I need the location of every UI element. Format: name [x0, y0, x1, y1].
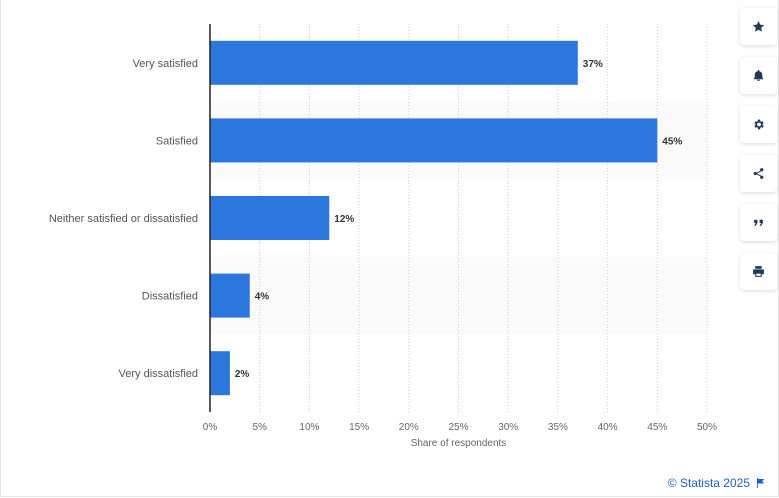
share-button[interactable]	[740, 155, 777, 192]
x-axis-title: Share of respondents	[411, 438, 507, 449]
value-label: 12%	[334, 214, 354, 225]
category-label: Very dissatisfied	[119, 368, 198, 380]
tick-label: 20%	[399, 422, 419, 433]
tick-label: 5%	[252, 422, 267, 433]
category-label: Satisfied	[156, 135, 198, 147]
value-label: 37%	[583, 59, 603, 70]
category-label: Dissatisfied	[142, 291, 198, 303]
bar[interactable]	[210, 273, 250, 318]
cite-button[interactable]	[740, 204, 777, 241]
bar[interactable]	[210, 118, 658, 163]
flag-icon	[756, 478, 765, 488]
tick-label: 0%	[203, 422, 218, 433]
chart-toolbar	[740, 8, 777, 290]
category-label: Very satisfied	[133, 58, 198, 70]
print-button[interactable]	[740, 253, 777, 290]
value-label: 4%	[255, 292, 270, 303]
tick-label: 25%	[448, 422, 468, 433]
printer-icon	[753, 266, 764, 277]
credit-text: © Statista 2025	[667, 476, 750, 490]
bar-chart: 37% Very satisfied 45% Satisfied 12% Neither …	[49, 24, 717, 449]
bookmark-button[interactable]	[740, 8, 777, 45]
star-icon	[752, 21, 765, 32]
bar[interactable]	[210, 40, 578, 85]
share-icon	[753, 168, 764, 179]
tick-label: 35%	[548, 422, 568, 433]
value-label: 2%	[235, 369, 250, 380]
gear-icon	[754, 119, 764, 130]
notification-button[interactable]	[740, 57, 777, 94]
tick-label: 50%	[697, 422, 717, 433]
tick-label: 15%	[349, 422, 369, 433]
row-band	[210, 256, 707, 335]
bar[interactable]	[210, 351, 230, 396]
quote-icon	[754, 219, 763, 226]
tick-label: 30%	[498, 422, 518, 433]
category-label: Neither satisfied or dissatisfied	[49, 213, 198, 225]
bell-icon	[753, 69, 764, 81]
statista-credit[interactable]: © Statista 2025	[668, 476, 765, 490]
settings-button[interactable]	[740, 106, 777, 143]
tick-label: 40%	[598, 422, 618, 433]
tick-label: 45%	[647, 422, 667, 433]
value-label: 45%	[662, 136, 682, 147]
tick-label: 10%	[299, 422, 319, 433]
bar[interactable]	[210, 196, 330, 240]
